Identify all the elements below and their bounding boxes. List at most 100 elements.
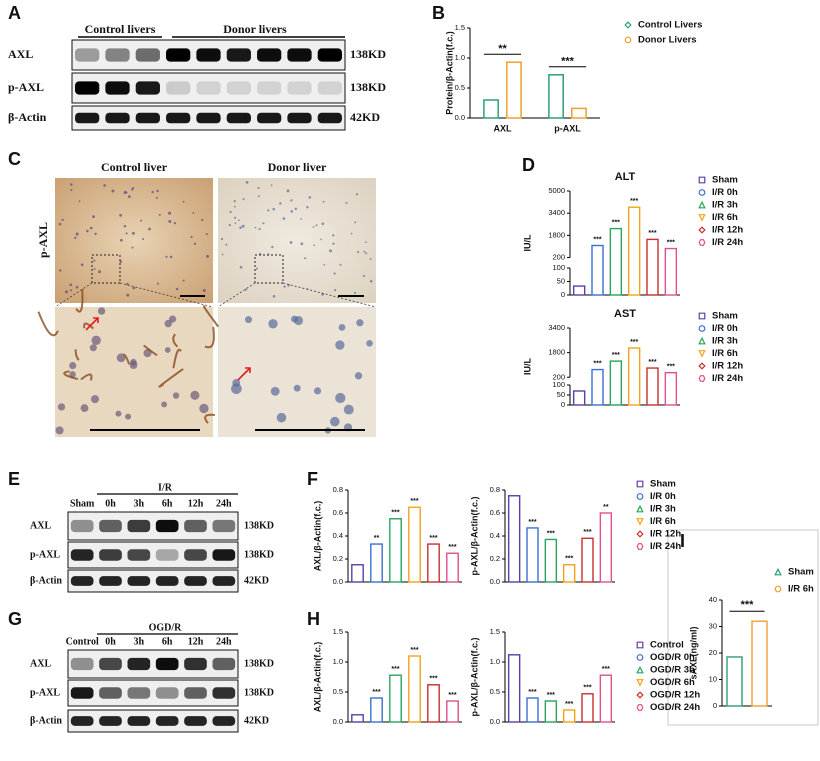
y-axis-label: AXL/β-Actin(f.c.)	[312, 642, 322, 713]
nucleus	[291, 315, 298, 323]
donor-image	[218, 178, 376, 303]
blot-band	[184, 519, 207, 533]
chart-title: ALT	[615, 171, 636, 183]
legend-marker	[624, 36, 632, 44]
significance: ***	[429, 676, 437, 683]
significance: ***	[561, 56, 575, 68]
legend-marker	[698, 226, 706, 234]
nucleus	[234, 222, 237, 225]
y-tick-label: 0	[561, 290, 565, 299]
y-tick-label: 200	[552, 253, 565, 262]
blot-size-label: 138KD	[244, 520, 274, 531]
nucleus	[242, 198, 245, 201]
membrane	[80, 373, 93, 381]
legend-marker	[636, 504, 644, 513]
nucleus	[300, 217, 303, 220]
nucleus	[57, 403, 66, 411]
bar	[526, 697, 539, 723]
nucleus	[241, 224, 245, 228]
nucleus	[55, 426, 64, 435]
y-tick-label: 1800	[548, 230, 565, 239]
nucleus	[127, 195, 131, 199]
legend-marker	[636, 543, 644, 550]
y-axis-label: AXL/β-Actin(f.c.)	[312, 501, 322, 572]
bar	[370, 543, 383, 583]
blot-band	[70, 549, 94, 561]
legend-marker	[698, 350, 706, 358]
bar	[591, 244, 604, 296]
legend-marker	[636, 493, 644, 500]
blot-row-label: p-AXL	[30, 549, 60, 560]
nucleus	[131, 188, 134, 191]
lane-label: 24h	[216, 498, 232, 509]
nucleus	[254, 226, 257, 229]
blot-header: OGD/R	[149, 622, 183, 633]
legend-label: Control Livers	[638, 20, 702, 31]
group-label: Control livers	[85, 22, 156, 36]
nucleus	[193, 242, 197, 245]
legend-marker	[698, 189, 706, 196]
lane-label: 6h	[162, 636, 173, 647]
nucleus	[268, 319, 278, 329]
y-tick-label: 1800	[548, 348, 565, 357]
nucleus	[89, 226, 93, 230]
significance: ***	[410, 498, 418, 505]
blot-band	[212, 716, 236, 726]
bar	[664, 371, 678, 406]
nucleus	[59, 269, 62, 272]
significance: ***	[391, 510, 399, 517]
blot-band	[287, 48, 312, 62]
nucleus	[262, 222, 265, 225]
legend-label: Sham	[788, 567, 814, 578]
y-tick-label: 40	[709, 595, 717, 604]
nucleus	[283, 285, 286, 288]
y-axis-label: sAXL(ng/ml)	[688, 626, 698, 679]
nucleus	[239, 265, 243, 269]
bar	[427, 543, 440, 583]
bar	[609, 360, 623, 406]
nucleus	[338, 323, 346, 331]
nucleus	[231, 383, 242, 395]
blot-band	[155, 519, 179, 533]
significance: ***	[372, 689, 380, 696]
legend-marker	[636, 665, 644, 674]
nucleus	[125, 232, 128, 235]
nucleus	[329, 249, 333, 253]
legend-marker	[698, 325, 706, 332]
blot-band	[155, 687, 179, 699]
legend-label: Donor Livers	[638, 35, 697, 46]
membrane	[63, 370, 79, 381]
legend-label: I/R 6h	[650, 516, 676, 527]
membrane	[75, 288, 84, 313]
membrane	[74, 349, 80, 361]
blot-row-label: β-Actin	[30, 715, 62, 726]
blot-band	[196, 112, 221, 124]
panel-label: I	[680, 531, 685, 551]
nucleus	[332, 234, 335, 237]
panel-label: C	[8, 149, 21, 169]
y-axis-label: p-AXL/β-Actin(f.c.)	[469, 497, 479, 576]
y-axis-label: p-AXL/β-Actin(f.c.)	[469, 638, 479, 717]
nucleus	[270, 386, 280, 396]
legend-label: Control	[650, 640, 684, 651]
nucleus	[202, 288, 206, 292]
significance: ***	[667, 364, 675, 371]
bar	[599, 512, 613, 583]
blot-strip	[67, 709, 239, 733]
blot-band	[127, 716, 151, 726]
blot-band	[226, 112, 251, 124]
nucleus	[322, 200, 325, 203]
membrane	[172, 348, 182, 369]
blot-size-label: 138KD	[244, 549, 274, 560]
blot-band	[105, 112, 130, 124]
nucleus	[190, 236, 193, 239]
zoom-box	[91, 254, 121, 284]
nucleus	[69, 362, 77, 370]
nucleus	[78, 200, 81, 203]
nucleus	[238, 219, 240, 222]
y-tick-label: 3400	[548, 323, 565, 332]
donor-zoom	[218, 307, 376, 437]
nucleus	[164, 319, 172, 328]
nucleus	[192, 212, 195, 214]
bar	[408, 506, 421, 583]
